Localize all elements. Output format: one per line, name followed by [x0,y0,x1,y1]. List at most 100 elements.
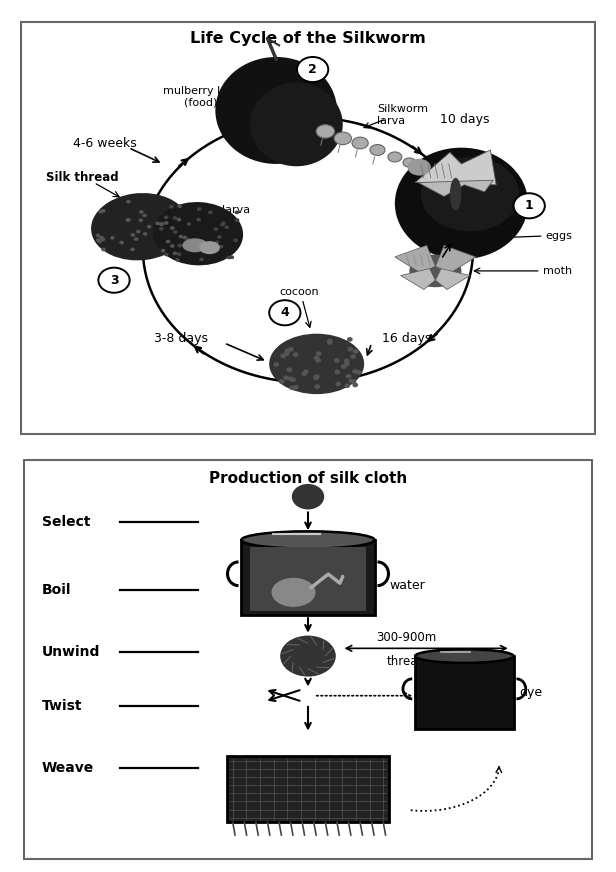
Ellipse shape [164,253,169,256]
FancyBboxPatch shape [227,756,389,822]
Ellipse shape [220,222,225,227]
Ellipse shape [197,208,201,211]
Text: Weave: Weave [42,760,94,774]
Ellipse shape [409,255,461,287]
Ellipse shape [301,371,307,376]
Ellipse shape [288,347,294,351]
Ellipse shape [288,377,294,381]
Ellipse shape [315,358,321,363]
Polygon shape [415,150,496,185]
Ellipse shape [216,57,337,164]
Ellipse shape [177,243,182,248]
Ellipse shape [347,347,353,351]
Ellipse shape [341,364,347,369]
Ellipse shape [250,83,342,167]
Ellipse shape [186,238,191,242]
Text: eggs: eggs [545,231,572,241]
Circle shape [99,268,129,293]
Ellipse shape [314,356,320,360]
Ellipse shape [101,209,106,213]
Ellipse shape [327,340,333,344]
Ellipse shape [164,221,168,225]
Ellipse shape [347,337,353,342]
Ellipse shape [349,378,354,384]
Ellipse shape [164,215,168,219]
Ellipse shape [314,374,320,378]
Text: Boil: Boil [42,583,71,597]
Ellipse shape [99,235,104,240]
Text: 3-8 days: 3-8 days [153,332,208,344]
Ellipse shape [139,218,143,222]
Polygon shape [436,269,470,290]
Ellipse shape [280,636,336,677]
Ellipse shape [136,229,140,234]
Ellipse shape [352,137,368,149]
Ellipse shape [315,351,322,356]
Ellipse shape [143,232,147,235]
Text: Twist: Twist [42,699,82,713]
Ellipse shape [96,238,100,242]
Ellipse shape [274,362,279,367]
Ellipse shape [335,382,341,386]
Text: mulberry leaf
(food): mulberry leaf (food) [163,85,238,107]
Ellipse shape [292,484,324,509]
Ellipse shape [395,147,528,259]
Ellipse shape [131,248,135,251]
Ellipse shape [284,351,290,356]
Ellipse shape [110,236,115,240]
Ellipse shape [101,248,106,251]
Ellipse shape [170,226,174,230]
Text: Select: Select [42,514,90,528]
Ellipse shape [170,244,174,248]
Ellipse shape [177,218,181,221]
Text: moth: moth [543,266,572,276]
Ellipse shape [131,233,136,237]
FancyBboxPatch shape [24,460,592,859]
Ellipse shape [175,258,180,262]
Ellipse shape [95,234,100,237]
Circle shape [297,57,328,82]
Ellipse shape [208,242,212,245]
Ellipse shape [230,255,234,259]
Ellipse shape [272,578,315,607]
Ellipse shape [120,241,124,244]
Ellipse shape [160,222,164,226]
Ellipse shape [227,255,231,259]
Polygon shape [395,245,436,273]
Text: Unwind: Unwind [42,644,100,658]
Ellipse shape [134,237,139,241]
Text: Silk thread: Silk thread [46,172,118,184]
Ellipse shape [173,230,177,234]
Ellipse shape [450,178,461,210]
Ellipse shape [314,385,320,389]
Ellipse shape [159,222,164,226]
Ellipse shape [403,158,416,167]
Ellipse shape [217,235,222,239]
Ellipse shape [201,244,205,248]
Ellipse shape [344,384,350,388]
Ellipse shape [334,370,340,374]
Text: dye: dye [519,686,543,699]
Ellipse shape [351,379,357,384]
Ellipse shape [97,240,102,243]
Ellipse shape [283,376,289,380]
Ellipse shape [303,370,309,374]
Ellipse shape [224,225,229,229]
Ellipse shape [201,246,205,249]
Ellipse shape [182,238,208,252]
Ellipse shape [269,334,364,394]
Text: 300-900m: 300-900m [376,630,437,644]
Ellipse shape [314,376,319,380]
Text: 3: 3 [110,274,118,287]
Ellipse shape [166,240,171,243]
Ellipse shape [126,200,131,203]
Ellipse shape [388,152,402,162]
Ellipse shape [147,225,152,228]
Ellipse shape [172,216,177,220]
Ellipse shape [293,352,299,357]
Ellipse shape [153,202,243,265]
Ellipse shape [221,221,225,225]
Ellipse shape [290,378,296,382]
Ellipse shape [344,362,350,366]
Ellipse shape [293,385,299,390]
